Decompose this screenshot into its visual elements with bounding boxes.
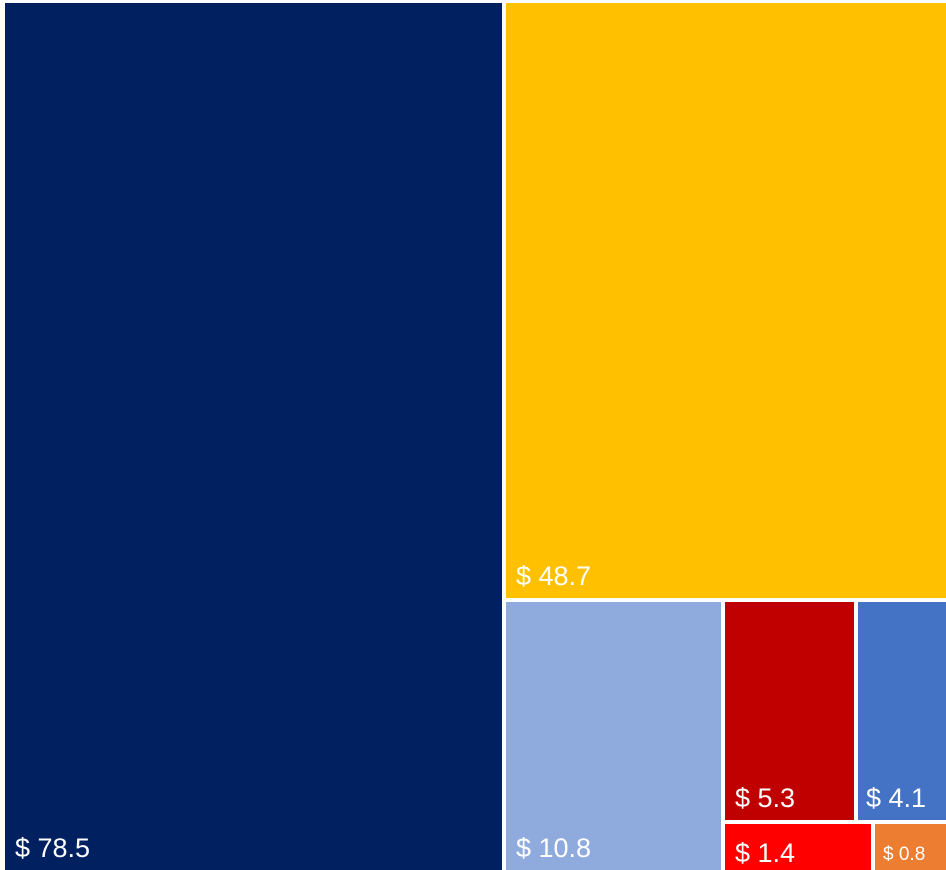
treemap-tile: $ 78.5 (5, 3, 502, 870)
tile-value-label: $ 0.8 (883, 844, 926, 865)
tile-value-label: $ 4.1 (866, 783, 927, 813)
tile-value-label: $ 78.5 (15, 833, 91, 863)
treemap-tile: $ 1.4 (725, 824, 871, 870)
treemap-tile: $ 48.7 (506, 3, 946, 598)
tile-value-label: $ 48.7 (516, 561, 592, 591)
treemap-tile: $ 0.8 (875, 824, 946, 870)
tile-value-label: $ 5.3 (735, 783, 796, 813)
treemap-tile: $ 10.8 (506, 602, 721, 870)
treemap-tile: $ 4.1 (858, 602, 946, 820)
treemap-tile: $ 5.3 (725, 602, 854, 820)
tile-value-label: $ 10.8 (516, 833, 592, 863)
tile-value-label: $ 1.4 (735, 838, 796, 868)
